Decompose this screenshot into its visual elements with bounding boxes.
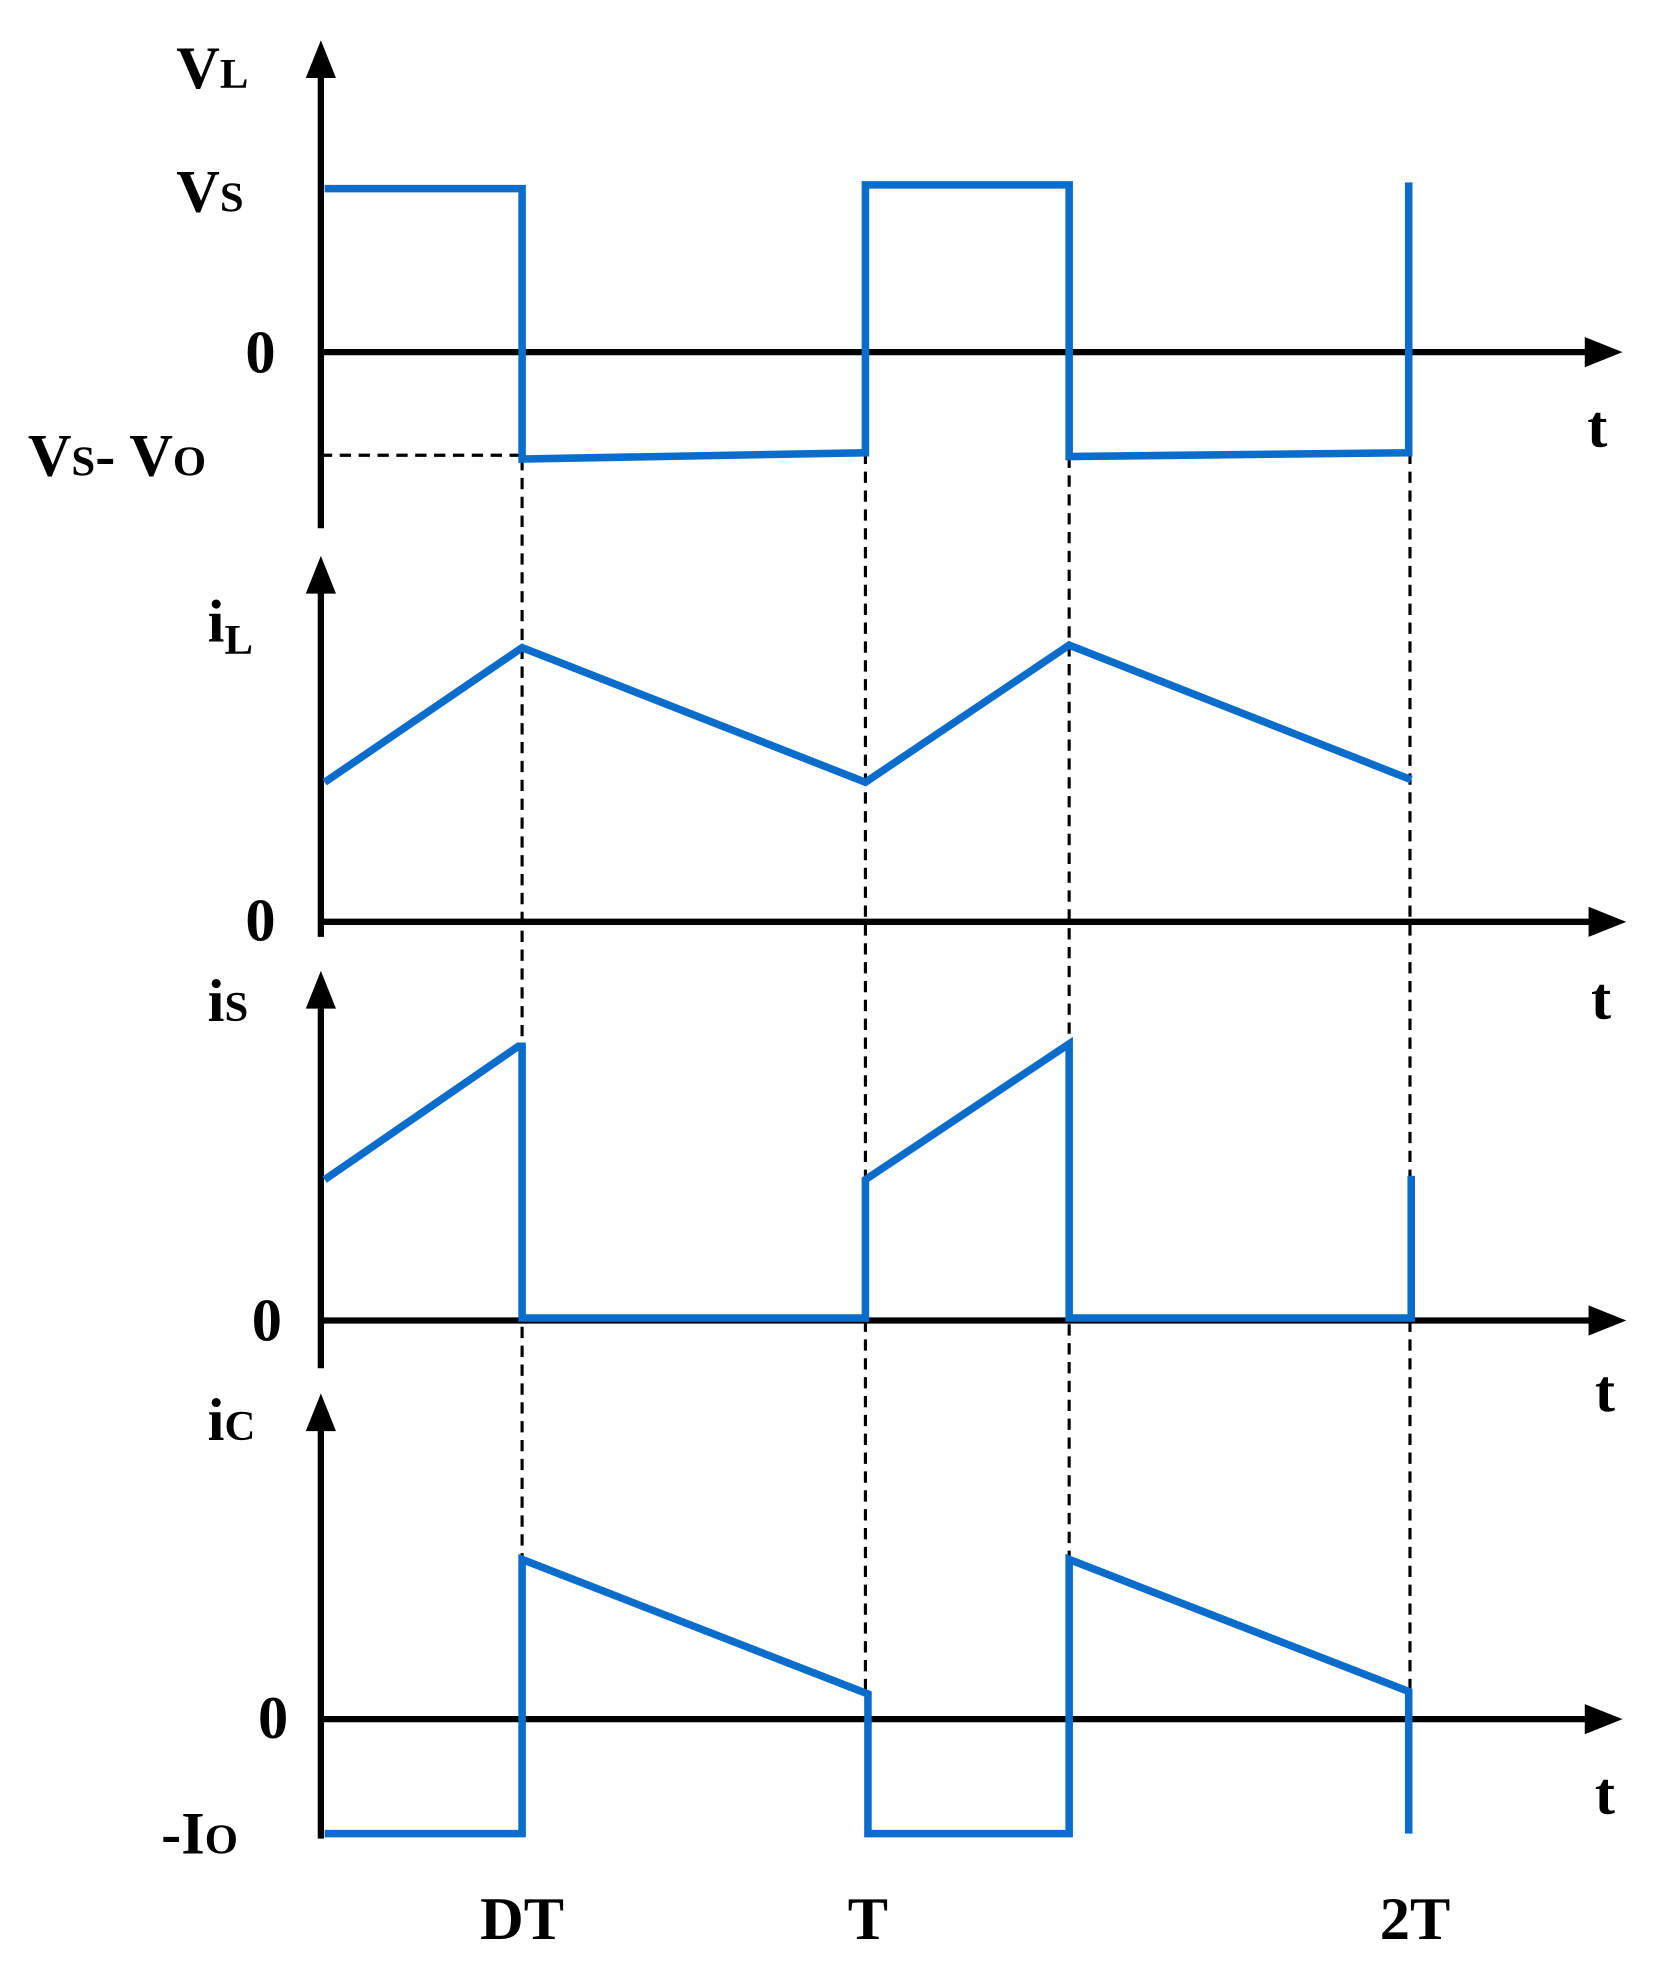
label-sub: O xyxy=(205,1817,238,1864)
label-part: i xyxy=(208,1387,225,1454)
time-axis-label: t xyxy=(1587,393,1607,460)
arrow xyxy=(305,555,336,594)
waveforms xyxy=(322,181,1416,1838)
label-part: 0 xyxy=(252,1288,282,1355)
axis-label: iS xyxy=(208,968,249,1035)
inductor-current xyxy=(322,640,1413,787)
time-axis-label: t xyxy=(1591,966,1611,1033)
time-label: 2T xyxy=(1380,1886,1450,1953)
level-label: VS- VO xyxy=(28,422,206,489)
label-part: 0 xyxy=(245,888,275,955)
time-label: DT xyxy=(480,1886,564,1953)
inductor-voltage xyxy=(324,181,1413,463)
label-sub: L xyxy=(220,51,249,98)
label-sub: S xyxy=(220,174,244,221)
arrow xyxy=(305,1393,336,1432)
axis-label: iC xyxy=(208,1387,256,1454)
label-part: 0 xyxy=(258,1685,288,1752)
axes xyxy=(305,40,1627,1839)
arrow xyxy=(1584,337,1623,368)
arrow xyxy=(305,970,336,1009)
label-part: V xyxy=(28,422,72,489)
label-part: i xyxy=(208,588,225,655)
label-part: V xyxy=(176,35,220,102)
label-part: V xyxy=(176,158,220,225)
level-label: 0 xyxy=(258,1685,288,1752)
time-label: T xyxy=(848,1886,888,1953)
label-part: - V xyxy=(95,422,173,489)
arrow xyxy=(305,40,336,78)
label-sub: S xyxy=(71,438,95,485)
level-label: 0 xyxy=(252,1288,282,1355)
level-label: 0 xyxy=(245,888,275,955)
time-axis-label: t xyxy=(1595,1358,1615,1425)
time-axis-label: t xyxy=(1595,1760,1615,1827)
axis-label: iL xyxy=(208,588,253,664)
label-part: i xyxy=(208,968,225,1035)
arrow xyxy=(1588,1305,1627,1336)
switch-current xyxy=(322,1036,1416,1322)
label-sub: O xyxy=(173,438,206,485)
level-label: VS xyxy=(176,158,243,225)
level-label: -IO xyxy=(161,1801,238,1868)
arrow xyxy=(1588,906,1627,937)
label-part: -I xyxy=(161,1801,205,1868)
level-label: 0 xyxy=(245,319,275,386)
label-part: 0 xyxy=(245,319,275,386)
label-sub: L xyxy=(224,617,253,664)
arrow xyxy=(1584,1704,1623,1735)
label-sub: S xyxy=(224,984,248,1031)
label-sub: C xyxy=(224,1403,255,1450)
capacitor-current xyxy=(324,1553,1413,1838)
axis-label: VL xyxy=(176,35,248,102)
